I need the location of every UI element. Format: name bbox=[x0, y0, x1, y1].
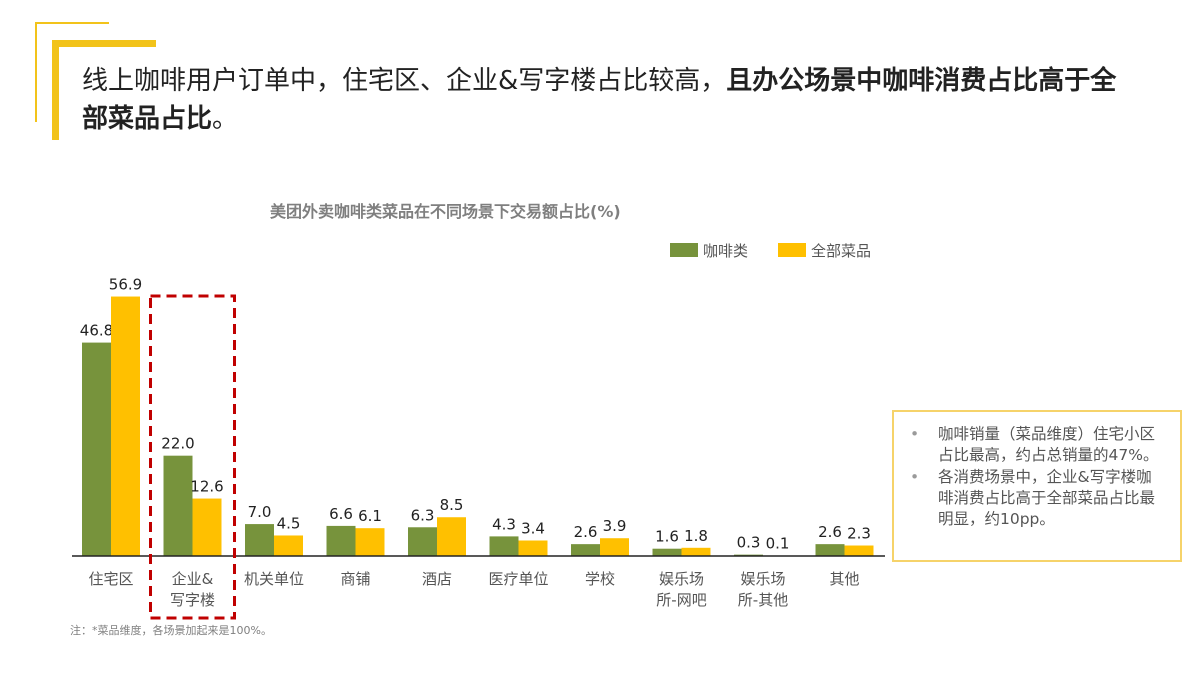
data-label-all-2: 4.5 bbox=[277, 514, 301, 532]
callout-bullet-1: 咖啡销量（菜品维度）住宅小区占比最高，约占总销量的47%。 bbox=[906, 424, 1166, 466]
bar-all-6 bbox=[600, 538, 629, 556]
bar-all-4 bbox=[437, 517, 466, 556]
bar-coffee-4 bbox=[408, 527, 437, 556]
title-accent-thin-frame bbox=[35, 22, 109, 122]
headline-bold-text: 且办公场景中咖啡消费占比高于全部菜品占比 bbox=[82, 66, 1117, 134]
legend-swatch-all bbox=[778, 243, 806, 257]
headline-tail-text: 。 bbox=[212, 104, 239, 134]
footnote: 注：*菜品维度，各场景加起来是100%。 bbox=[70, 624, 272, 637]
data-label-all-3: 6.1 bbox=[358, 507, 382, 525]
category-label-8-1: 所-其他 bbox=[738, 591, 788, 609]
bar-coffee-7 bbox=[652, 548, 682, 556]
insight-callout-box: 咖啡销量（菜品维度）住宅小区占比最高，约占总销量的47%。 各消费场景中，企业&… bbox=[892, 410, 1182, 562]
chart-title: 美团外卖咖啡类菜品在不同场景下交易额占比(%) bbox=[270, 202, 621, 221]
category-label-2-0: 机关单位 bbox=[244, 570, 304, 588]
page-headline: 线上咖啡用户订单中，住宅区、企业&写字楼占比较高，且办公场景中咖啡消费占比高于全… bbox=[82, 62, 1122, 138]
category-label-6-0: 学校 bbox=[585, 570, 615, 588]
headline-normal-text: 线上咖啡用户订单中，住宅区、企业&写字楼占比较高， bbox=[82, 66, 727, 96]
data-label-coffee-3: 6.6 bbox=[329, 505, 353, 523]
legend-label-coffee: 咖啡类 bbox=[703, 242, 748, 260]
category-label-3-0: 商铺 bbox=[340, 570, 370, 588]
bar-coffee-0 bbox=[82, 342, 111, 556]
data-label-all-6: 3.9 bbox=[603, 517, 627, 535]
data-label-coffee-9: 2.6 bbox=[818, 523, 842, 541]
category-label-1-0: 企业& bbox=[172, 570, 214, 588]
highlight-dashed-box bbox=[149, 294, 236, 620]
category-label-8-0: 娱乐场 bbox=[740, 570, 785, 588]
bar-all-5 bbox=[518, 540, 548, 556]
callout-bullet-2: 各消费场景中，企业&写字楼咖啡消费占比高于全部菜品占比最明显，约10pp。 bbox=[906, 467, 1166, 530]
bar-all-9 bbox=[844, 545, 874, 556]
data-label-all-9: 2.3 bbox=[847, 525, 871, 543]
bar-coffee-2 bbox=[245, 524, 274, 556]
bar-coffee-6 bbox=[571, 544, 600, 556]
category-label-5-0: 医疗单位 bbox=[488, 570, 548, 588]
title-accent-thick-frame bbox=[52, 40, 156, 140]
data-label-coffee-6: 2.6 bbox=[574, 523, 598, 541]
data-label-all-1: 12.6 bbox=[190, 478, 223, 496]
data-label-coffee-1: 22.0 bbox=[161, 435, 194, 453]
data-label-coffee-8: 0.3 bbox=[737, 534, 761, 552]
legend-label-all: 全部菜品 bbox=[811, 242, 871, 260]
data-label-all-8: 0.1 bbox=[766, 535, 790, 553]
category-label-7-1: 所-网吧 bbox=[656, 591, 706, 609]
data-label-all-4: 8.5 bbox=[440, 496, 464, 514]
bar-coffee-9 bbox=[815, 544, 845, 556]
category-label-9-0: 其他 bbox=[829, 570, 859, 588]
bar-coffee-1 bbox=[163, 455, 193, 556]
data-label-coffee-7: 1.6 bbox=[655, 528, 679, 546]
data-label-all-5: 3.4 bbox=[521, 519, 545, 537]
bar-all-7 bbox=[681, 547, 711, 556]
legend-swatch-coffee bbox=[670, 243, 698, 257]
bar-all-2 bbox=[274, 535, 303, 556]
data-label-coffee-4: 6.3 bbox=[411, 506, 435, 524]
category-label-7-0: 娱乐场 bbox=[659, 570, 704, 588]
data-label-coffee-5: 4.3 bbox=[492, 515, 516, 533]
bar-all-3 bbox=[355, 528, 385, 556]
bar-coffee-3 bbox=[326, 525, 356, 556]
category-label-0-0: 住宅区 bbox=[88, 570, 133, 588]
data-label-coffee-0: 46.8 bbox=[80, 322, 113, 340]
bar-coffee-5 bbox=[489, 536, 519, 556]
data-label-all-7: 1.8 bbox=[684, 527, 708, 545]
bar-all-1 bbox=[192, 498, 222, 556]
category-label-4-0: 酒店 bbox=[422, 570, 452, 588]
bar-all-0 bbox=[111, 296, 140, 556]
data-label-all-0: 56.9 bbox=[109, 276, 142, 294]
category-label-1-1: 写字楼 bbox=[170, 591, 215, 609]
data-label-coffee-2: 7.0 bbox=[248, 503, 272, 521]
